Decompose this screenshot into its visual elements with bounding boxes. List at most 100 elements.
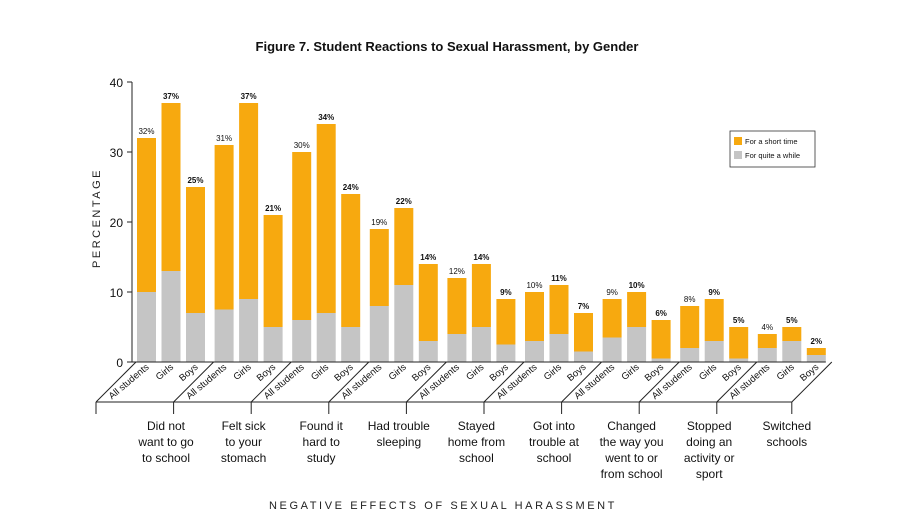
x-subgroup-label: Girls [619, 362, 641, 383]
x-category-label: Felt sick [222, 419, 267, 433]
x-group-divider-diagonal [716, 361, 758, 403]
bar-value-label: 22% [396, 197, 412, 206]
bar-segment-quite-while [627, 327, 647, 362]
x-group-divider-diagonal [561, 361, 602, 403]
x-category-label: to your [225, 435, 262, 449]
x-subgroup-label: Girls [309, 362, 331, 383]
x-subgroup-label: Boys [177, 362, 200, 384]
bar-value-label: 9% [708, 288, 720, 297]
bar-segment-short-time [729, 327, 749, 359]
x-category-label: to school [142, 451, 190, 465]
bar-value-label: 37% [163, 92, 179, 101]
bar-segment-quite-while [549, 334, 569, 362]
x-group-divider-diagonal [250, 361, 292, 403]
legend-swatch-quite-while [734, 151, 742, 159]
x-category-label: school [537, 451, 572, 465]
x-category-label: went to or [604, 451, 658, 465]
bar-segment-quite-while [447, 334, 467, 362]
bar-segment-short-time [704, 299, 724, 341]
x-subgroup-label: Boys [410, 362, 433, 384]
y-tick-label: 10 [110, 286, 124, 300]
bar-value-label: 12% [449, 267, 465, 276]
bar-segment-short-time [651, 320, 671, 359]
bar-segment-short-time [496, 299, 516, 345]
x-subgroup-label: Boys [332, 362, 355, 384]
x-category-label: activity or [684, 451, 735, 465]
bar-value-label: 24% [343, 183, 359, 192]
bar-segment-short-time [418, 264, 438, 341]
x-category-label: stomach [221, 451, 266, 465]
x-category-label: hard to [303, 435, 341, 449]
bar-value-label: 10% [629, 281, 645, 290]
bar-segment-short-time [525, 292, 544, 341]
bar-value-label: 19% [371, 218, 387, 227]
bar-segment-short-time [680, 306, 700, 348]
bar-value-label: 31% [216, 134, 232, 143]
bar-value-label: 6% [655, 309, 667, 318]
bar-segment-quite-while [137, 292, 156, 362]
bar-segment-short-time [214, 145, 234, 310]
bar-segment-quite-while [292, 320, 312, 362]
x-category-label: schools [766, 435, 807, 449]
bar-value-label: 7% [578, 302, 590, 311]
x-subgroup-label: Girls [542, 362, 564, 383]
bar-value-label: 21% [265, 204, 281, 213]
bar-segment-short-time [471, 264, 491, 327]
bar-segment-short-time [186, 187, 205, 313]
x-category-label: Changed [607, 419, 656, 433]
legend-entry-label: For quite a while [745, 151, 800, 160]
bar-segment-quite-while [680, 348, 700, 362]
x-category-label: school [459, 451, 494, 465]
bar-value-label: 9% [500, 288, 512, 297]
x-group-divider-diagonal [791, 361, 833, 403]
bar-value-label: 14% [420, 253, 436, 262]
bar-segment-quite-while [806, 355, 826, 362]
bar-value-label: 5% [733, 316, 745, 325]
x-axis-label: NEGATIVE EFFECTS OF SEXUAL HARASSMENT [269, 500, 617, 512]
x-category-label: Got into [533, 419, 575, 433]
bar-value-label: 5% [786, 316, 798, 325]
x-subgroup-label: Boys [488, 362, 511, 384]
x-category-label: doing an [686, 435, 732, 449]
x-subgroup-label: Girls [697, 362, 719, 383]
x-category-label: home from [448, 435, 505, 449]
bar-value-label: 37% [241, 92, 257, 101]
bar-value-label: 9% [606, 288, 618, 297]
bar-segment-quite-while [186, 313, 205, 362]
bar-segment-short-time [263, 215, 283, 327]
bar-value-label: 8% [684, 295, 696, 304]
x-subgroup-label: Boys [255, 362, 278, 384]
bar-segment-quite-while [525, 341, 544, 362]
bar-segment-quite-while [757, 348, 777, 362]
x-subgroup-label: Girls [775, 362, 797, 383]
bar-segment-quite-while [394, 285, 414, 362]
bar-segment-quite-while [651, 358, 671, 362]
x-subgroup-label: Girls [154, 362, 176, 383]
bar-segment-quite-while [602, 337, 622, 362]
legend: For a short time For quite a while [729, 130, 816, 168]
x-category-label: want to go [137, 435, 194, 449]
x-category-label: Found it [300, 419, 344, 433]
x-group-divider-diagonal [638, 361, 680, 403]
x-subgroup-label: Boys [643, 362, 666, 384]
bars: 32% 37% 25% 31% 37% 21% 30% 34% 24% 19% 22% 14% 12% 1… [137, 92, 826, 362]
x-category-label: the way you [600, 435, 664, 449]
y-tick-label: 40 [110, 76, 124, 90]
bar-segment-quite-while [214, 309, 234, 362]
x-group-divider-diagonal [173, 361, 214, 403]
x-category-label: Did not [147, 419, 186, 433]
x-category-label: Switched [762, 419, 811, 433]
bar-segment-short-time [394, 208, 414, 285]
legend-entry-label: For a short time [745, 137, 798, 146]
bar-value-label: 11% [551, 274, 567, 283]
bar-value-label: 10% [526, 281, 542, 290]
bar-segment-short-time [239, 103, 259, 299]
bar-segment-quite-while [239, 299, 259, 362]
x-category-label: Stopped [687, 419, 732, 433]
bar-segment-quite-while [729, 358, 749, 362]
bar-value-label: 32% [138, 127, 154, 136]
bar-segment-short-time [137, 138, 156, 292]
x-category-label: sport [696, 467, 723, 481]
bar-segment-short-time [806, 348, 826, 355]
x-group-divider-diagonal [483, 361, 525, 403]
